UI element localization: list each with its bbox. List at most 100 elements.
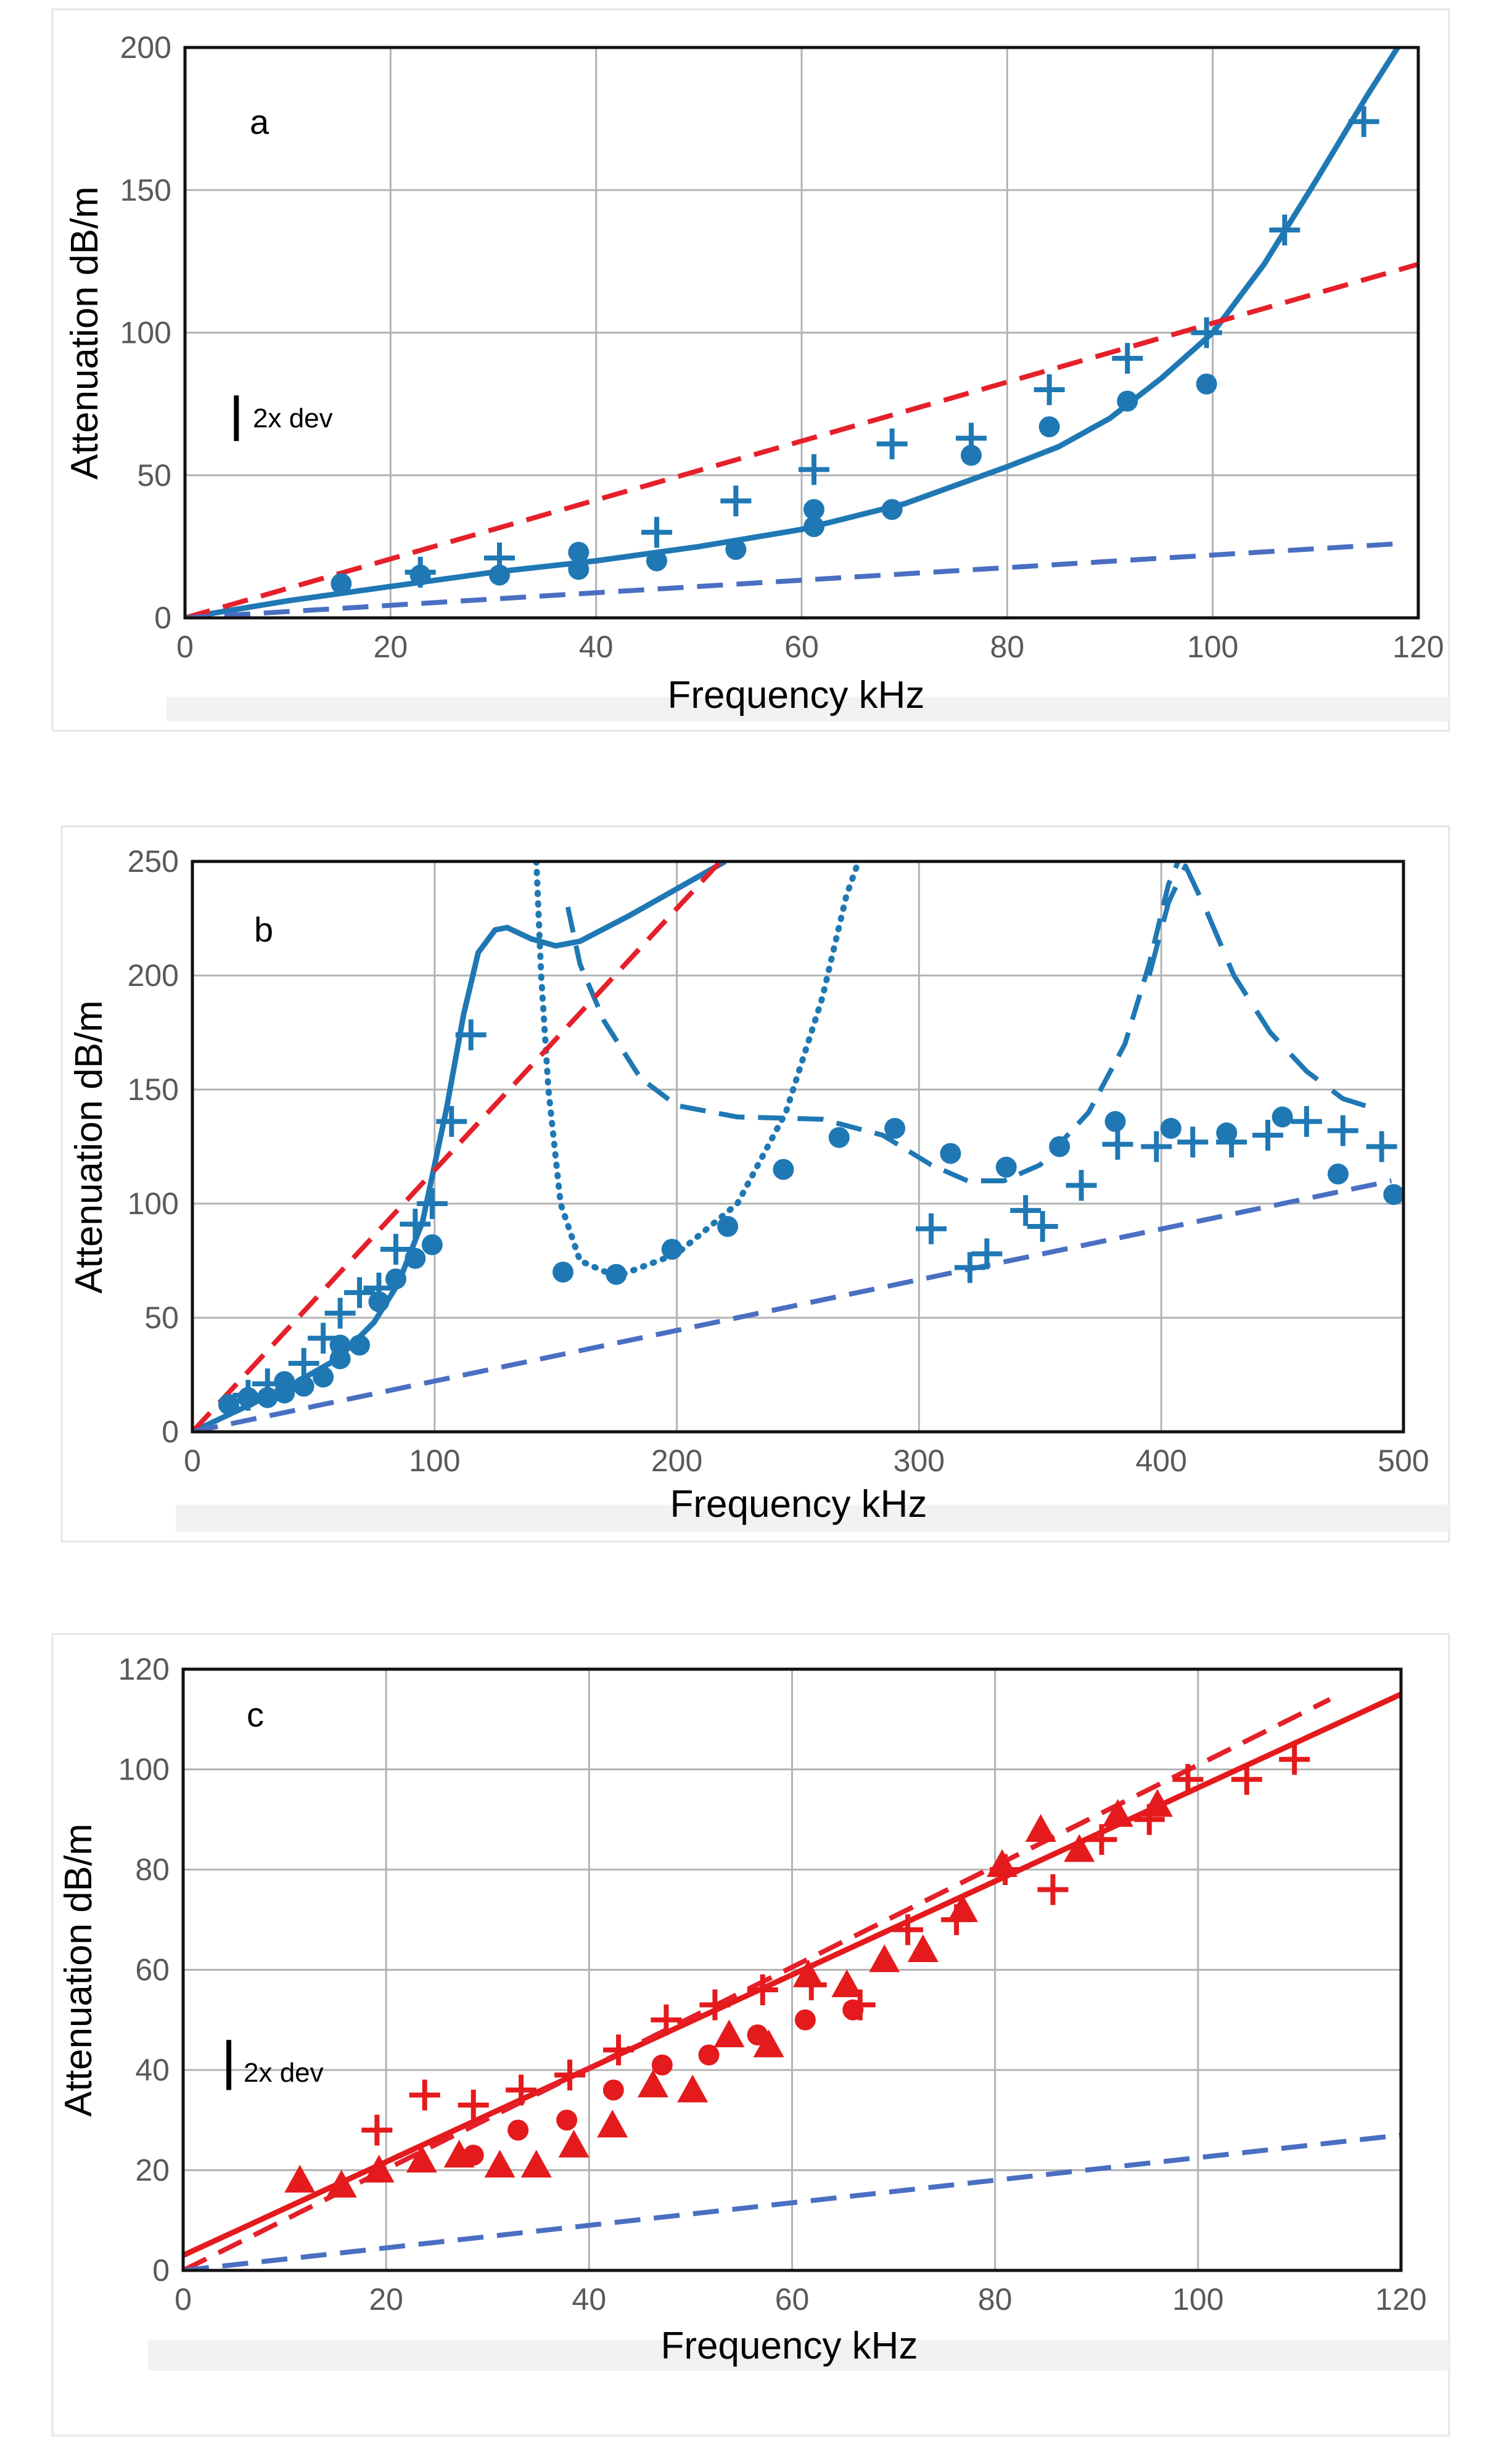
panel-a-data-point-circle: [568, 559, 590, 580]
panel-b-x-tick-label: 400: [1135, 1444, 1186, 1478]
panel-b-data-point-circle: [773, 1159, 794, 1180]
panel-c-data-point-circle: [651, 2054, 673, 2076]
panel-a-x-tick-label: 20: [374, 630, 408, 664]
panel-c-series-line-dashed: [183, 2132, 1401, 2270]
panel-b-border: [60, 825, 1450, 1543]
panel-b-data-point-plus: [1010, 1195, 1042, 1226]
panel-b-series-line-dashed: [192, 861, 723, 1432]
panel-a-data-point-circle: [725, 539, 747, 560]
panel-a-data-point-plus: [799, 454, 829, 485]
panel-b-data-point-plus: [400, 1209, 431, 1240]
panel-c-data-point-triangle: [406, 2145, 437, 2173]
panel-c-data-point-triangle: [1025, 1814, 1056, 1842]
panel-a-y-tick-label: 0: [154, 601, 171, 635]
panel-b-series: [192, 861, 1403, 1432]
chart-panel-b: 0 100 200 300 400 500 0 50 100 150 200 250 b Freque…: [60, 825, 1450, 1543]
panel-b-data-point-plus: [416, 1188, 448, 1219]
panel-a-data-point-circle: [1038, 416, 1060, 438]
panel-b-ticks: 0 100 200 300 400 500 0 50 100 150 200 250: [128, 844, 1429, 1478]
panel-c-data-point-triangle: [363, 2154, 395, 2183]
panel-a-border: [51, 8, 1450, 732]
panel-a-data-point-plus: [405, 557, 436, 588]
panel-b-data-point-plus: [971, 1238, 1003, 1270]
panel-a-y-tick-label: 100: [120, 316, 171, 350]
panel-b-y-tick-label: 0: [162, 1415, 179, 1449]
panel-c-x-tick-label: 100: [1172, 2282, 1223, 2317]
chart-panel-a: 0 20 40 60 80 100 120 0 50 100 150 200 a 2x dev Fre…: [51, 8, 1450, 732]
panel-c-data-point-plus: [1279, 1744, 1310, 1775]
panel-c-data-point-plus: [1231, 1764, 1262, 1795]
panel-c-data-point-circle: [747, 2024, 768, 2046]
panel-a-data-point-circle: [331, 573, 352, 594]
panel-b-data-point-plus: [1216, 1127, 1247, 1158]
panel-b-footer-shade: [176, 1505, 1449, 1532]
panel-c-data-point-plus: [747, 1974, 778, 2005]
panel-c-data-point-plus: [795, 1969, 827, 2000]
panel-c-data-point-circle: [794, 2009, 816, 2031]
panel-b-x-tick-label: 500: [1378, 1444, 1429, 1478]
panel-c-y-tick-label: 0: [152, 2253, 170, 2288]
panel-b-data-point-circle: [349, 1334, 371, 1356]
panel-c-deviation-note: 2x dev: [244, 2058, 324, 2088]
panel-c-x-tick-label: 0: [175, 2282, 192, 2317]
panel-b-data-point-circle: [1327, 1163, 1349, 1185]
panel-c-data-point-plus: [990, 1854, 1021, 1885]
panel-a-ticks: 0 20 40 60 80 100 120 0 50 100 150 200: [120, 30, 1444, 664]
panel-a-data-point-plus: [1269, 215, 1300, 245]
panel-c-data-point-triangle: [638, 2069, 669, 2098]
panel-b-data-point-plus: [308, 1323, 339, 1354]
panel-a-data-point-plus: [1112, 343, 1143, 374]
panel-a-plot-frame: [183, 46, 1420, 620]
panel-c-data-point-plus: [506, 2074, 537, 2106]
panel-b-data-point-circle: [1049, 1136, 1070, 1157]
panel-b-data-point-plus: [436, 1106, 467, 1137]
panel-a-data-point-plus: [956, 422, 987, 454]
panel-b-x-tick-label: 200: [651, 1444, 702, 1478]
panel-c-data-point-circle: [602, 2079, 624, 2101]
panel-b-data-point-plus: [252, 1368, 283, 1400]
panel-a-series-line-dashed: [185, 541, 1398, 618]
panel-b-data-point-circle: [1272, 1106, 1293, 1128]
panel-b-data-point-circle: [940, 1143, 961, 1164]
panel-a-series-line-dashed: [185, 261, 1418, 618]
panel-b-data-point-plus: [324, 1297, 356, 1329]
panel-b-data-point-circle: [313, 1366, 334, 1388]
panel-b-data-point-plus: [1366, 1131, 1397, 1162]
panel-a-data-point-plus: [1033, 374, 1065, 405]
panel-a-data-point-plus: [641, 517, 672, 548]
panel-c-y-tick-label: 60: [135, 1953, 170, 1987]
panel-b-data-point-circle: [329, 1348, 351, 1370]
panel-c-label: c: [247, 1695, 264, 1734]
panel-c-data-point-plus: [603, 2034, 635, 2066]
panel-c-x-axis-title: Frequency kHz: [661, 2325, 918, 2367]
panel-b-data-point-plus: [363, 1272, 395, 1304]
panel-a-data-point-plus: [1191, 317, 1222, 348]
panel-b-data-point-circle: [606, 1263, 627, 1285]
panel-b-x-tick-label: 100: [409, 1444, 460, 1478]
panel-a-data-point-circle: [803, 499, 824, 520]
panel-c-y-tick-label: 20: [135, 2153, 170, 2188]
panel-c-y-tick-label: 80: [135, 1852, 170, 1887]
panel-b-data-point-circle: [218, 1394, 239, 1415]
panel-c-y-tick-label: 100: [118, 1752, 170, 1787]
panel-a-x-tick-label: 100: [1187, 630, 1238, 664]
panel-c-x-tick-label: 40: [572, 2282, 607, 2317]
panel-b-data-point-plus: [1327, 1115, 1358, 1146]
panel-c-data-point-plus: [554, 2060, 586, 2091]
panel-b-x-axis-title: Frequency kHz: [670, 1483, 927, 1526]
panel-c-x-tick-label: 120: [1375, 2282, 1426, 2317]
panel-b-y-axis-title: Attenuation dB/m: [68, 1000, 110, 1294]
panel-c-data-point-triangle: [1102, 1799, 1133, 1827]
panel-b-data-point-circle: [421, 1234, 443, 1255]
panel-b-data-point-circle: [884, 1117, 906, 1139]
panel-c-y-tick-label: 120: [118, 1652, 170, 1686]
panel-b-plot-frame: [191, 860, 1405, 1434]
panel-c-data-point-triangle: [907, 1934, 939, 1962]
panel-b-data-point-plus: [954, 1252, 985, 1283]
panel-c-data-point-triangle: [484, 2150, 516, 2178]
panel-c-data-point-plus: [651, 2004, 682, 2035]
panel-b-data-point-circle: [1160, 1117, 1181, 1139]
panel-b-series-line-dashed: [192, 1178, 1392, 1432]
panel-c-data-point-plus: [699, 1989, 731, 2021]
